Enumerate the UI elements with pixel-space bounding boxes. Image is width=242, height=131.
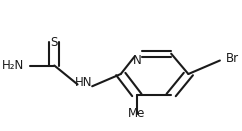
Text: N: N bbox=[132, 54, 141, 67]
Text: Br: Br bbox=[226, 52, 239, 65]
Text: Me: Me bbox=[128, 107, 145, 120]
Text: S: S bbox=[51, 36, 58, 49]
Text: H₂N: H₂N bbox=[2, 59, 24, 72]
Text: HN: HN bbox=[75, 76, 93, 89]
